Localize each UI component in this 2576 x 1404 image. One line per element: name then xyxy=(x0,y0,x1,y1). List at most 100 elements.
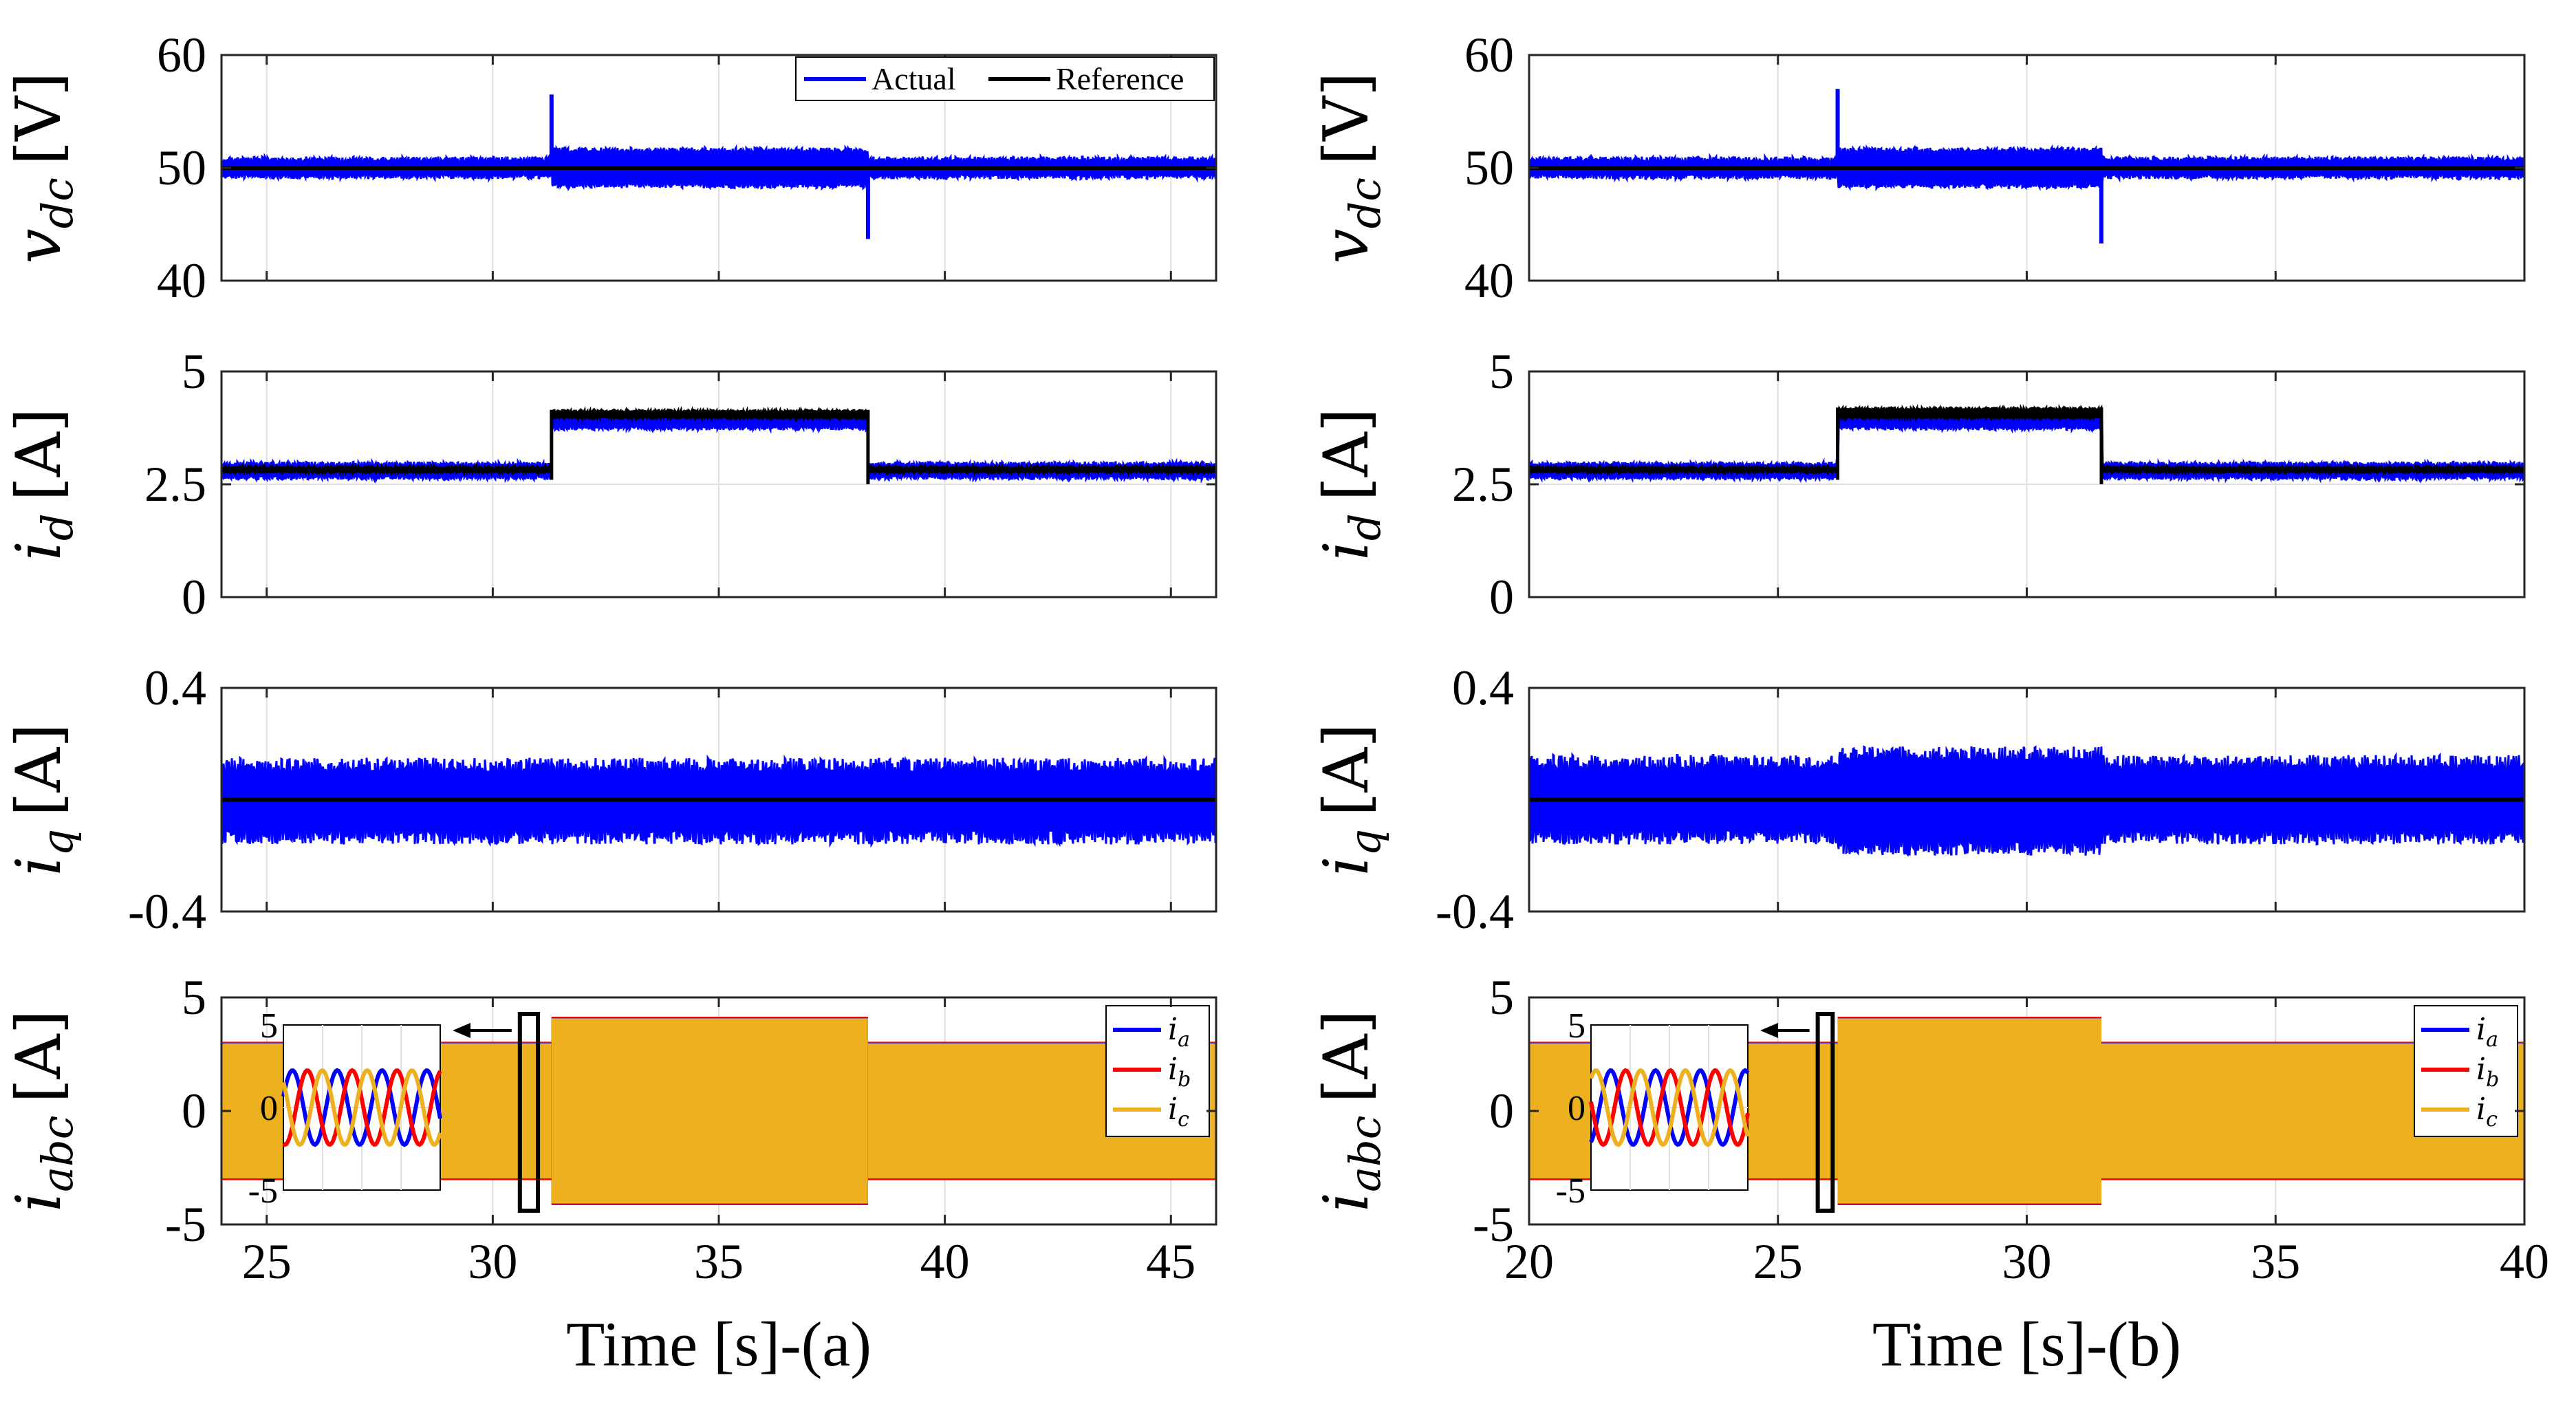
ticks xyxy=(1528,687,2526,913)
ticks xyxy=(1528,370,2526,598)
iq-actual-series xyxy=(1529,745,2524,857)
y-axis-label: iq [A] xyxy=(1310,724,1390,876)
y-axis-label: iq [A] xyxy=(3,724,83,876)
y-tick-label: 0.4 xyxy=(144,660,206,715)
x-axis-title: Time [s]-(b) xyxy=(1872,1309,2181,1379)
y-tick-label: 5 xyxy=(1489,344,1514,399)
y-tick-label: 50 xyxy=(157,140,206,195)
y-label-unit: [A] xyxy=(3,1010,75,1103)
y-label-symbol: v xyxy=(1310,228,1383,263)
y-tick-label: 50 xyxy=(1464,140,1514,195)
ticks xyxy=(1528,54,2526,282)
y-label-symbol: i xyxy=(1310,1192,1383,1212)
zoom-inset xyxy=(1589,1024,1750,1191)
subplot-vdc: 40 50 60 vdc [V] xyxy=(1310,28,2526,308)
plot-content xyxy=(1529,404,2524,484)
y-tick-label: 5 xyxy=(182,344,206,399)
ticks xyxy=(221,996,1216,1226)
x-tick-label: 25 xyxy=(1753,1234,1803,1289)
y-label-subscript: abc xyxy=(32,1116,83,1192)
legend-subscript: c xyxy=(2486,1108,2498,1132)
legend-symbol: i xyxy=(1168,1012,1178,1047)
subplot-iq: -0.4 0.4 iq [A] xyxy=(3,660,1217,939)
y-axis-label: vdc [V] xyxy=(3,72,83,264)
y-label-unit: [A] xyxy=(1310,724,1383,817)
y-label-unit: [V] xyxy=(1310,72,1383,165)
y-axis-label: vdc [V] xyxy=(1310,72,1390,264)
y-axis-label-text: iq [A] xyxy=(3,724,83,876)
y-axis-label-text: vdc [V] xyxy=(3,72,83,264)
x-tick-label: 20 xyxy=(1504,1234,1554,1289)
y-tick-label: -5 xyxy=(1473,1197,1514,1252)
zoom-region-box xyxy=(517,1012,541,1213)
legend-symbol: i xyxy=(1168,1092,1178,1127)
ticks xyxy=(1528,996,2526,1226)
y-tick-label: 5 xyxy=(182,970,206,1025)
y-tick-label: 2.5 xyxy=(144,457,206,512)
y-label-subscript: dc xyxy=(1340,177,1390,228)
y-axis-label: id [A] xyxy=(3,408,83,561)
zoom-arrow-head xyxy=(453,1023,470,1038)
subplot-id: 0 2.5 5 id [A] xyxy=(3,344,1217,625)
legend-subscript: a xyxy=(1178,1028,1190,1052)
legend-subscript: b xyxy=(1178,1068,1191,1092)
y-tick-label: 0 xyxy=(182,1083,206,1138)
iabc-ic-envelope xyxy=(1837,1018,2102,1204)
plot-content xyxy=(221,406,1216,484)
y-axis-label-text: iq [A] xyxy=(1310,724,1390,876)
y-label-unit: [V] xyxy=(3,72,75,165)
y-tick-label: 5 xyxy=(1489,970,1514,1025)
subplot-iq: -0.4 0.4 iq [A] xyxy=(1310,660,2526,939)
inset-tick-label: 5 xyxy=(260,1006,278,1046)
y-tick-label: 60 xyxy=(157,28,206,83)
y-label-subscript: d xyxy=(1340,513,1390,541)
vdc-actual-series xyxy=(221,144,1216,192)
x-tick-label: 30 xyxy=(2002,1234,2052,1289)
plot-content xyxy=(221,94,1216,239)
y-axis-label-text: iabc [A] xyxy=(3,1010,83,1211)
y-label-unit: [A] xyxy=(3,724,75,817)
legend-subscript: b xyxy=(2486,1068,2499,1092)
y-tick-label: -5 xyxy=(165,1197,206,1252)
vdc-actual-series xyxy=(1529,144,2524,192)
inset-tick-label: -5 xyxy=(248,1171,278,1211)
ticks xyxy=(221,687,1216,913)
x-tick-label: 35 xyxy=(694,1234,744,1289)
y-label-subscript: d xyxy=(32,513,83,541)
id-reference-series xyxy=(221,406,1216,477)
subplot-vdc: 40 50 60 vdc [V] Actual Reference xyxy=(3,28,1217,308)
inset-ic-wave xyxy=(1589,1068,1750,1147)
y-tick-label: 0 xyxy=(182,570,206,625)
y-label-subscript: abc xyxy=(1340,1116,1390,1192)
y-tick-label: 40 xyxy=(157,253,206,308)
inset-ia-wave xyxy=(1589,1068,1750,1147)
inset-tick-label: 0 xyxy=(260,1089,278,1128)
plot-content xyxy=(1529,89,2524,244)
y-label-subscript: q xyxy=(32,829,83,856)
ticks xyxy=(221,370,1216,598)
y-axis-label-text: id [A] xyxy=(1310,408,1390,561)
y-tick-label: -0.4 xyxy=(1436,884,1514,939)
y-label-symbol: i xyxy=(3,541,75,561)
y-axis-label: iabc [A] xyxy=(3,1010,83,1211)
y-axis-label: iabc [A] xyxy=(1310,1010,1390,1211)
y-tick-label: 40 xyxy=(1464,253,1514,308)
y-tick-label: 0.4 xyxy=(1452,660,1514,715)
y-label-unit: [A] xyxy=(1310,1010,1383,1103)
y-label-unit: [A] xyxy=(3,408,75,501)
inset-tick-label: 5 xyxy=(1568,1006,1585,1046)
legend-symbol: i xyxy=(2476,1012,2486,1047)
x-axis-title: Time [s]-(a) xyxy=(566,1309,872,1379)
plot-content xyxy=(221,754,1216,848)
inset-tick-label: 0 xyxy=(1568,1089,1585,1128)
y-axis-label-text: iabc [A] xyxy=(1310,1010,1390,1211)
inset-tick-label: -5 xyxy=(1556,1171,1585,1211)
y-tick-label: 0 xyxy=(1489,1083,1514,1138)
plot-content xyxy=(1529,745,2524,857)
